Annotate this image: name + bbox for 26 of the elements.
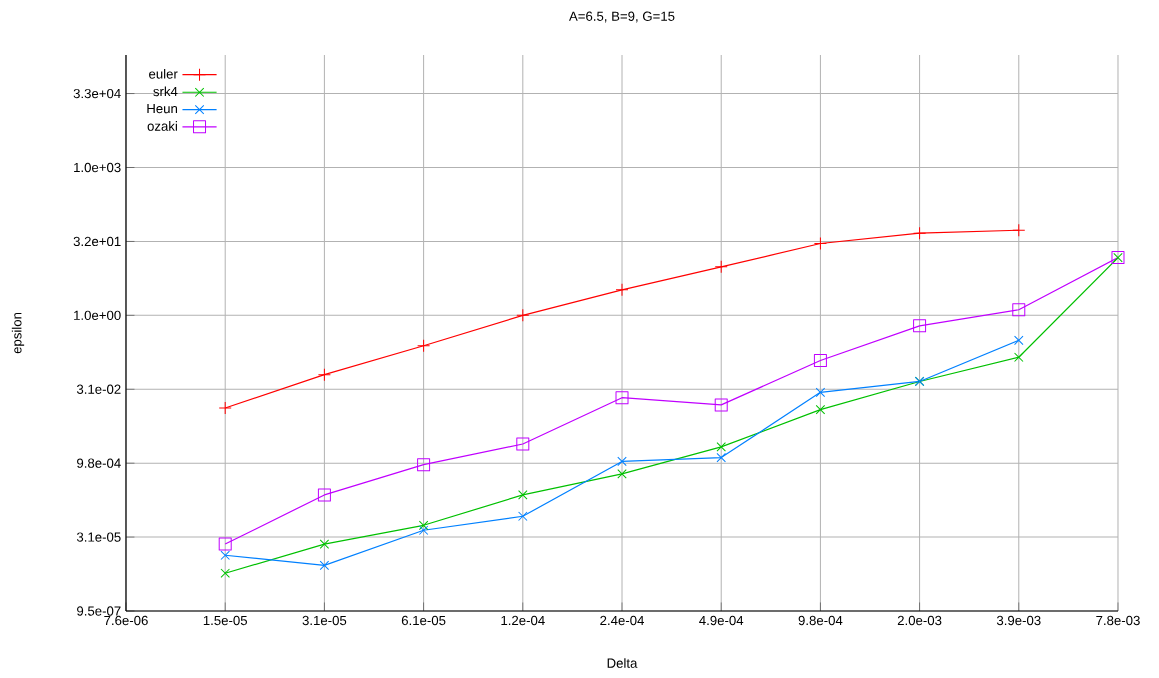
x-tick-label: 7.8e-03 bbox=[1096, 615, 1140, 626]
y-tick-label: 3.3e+04 bbox=[73, 88, 121, 99]
x-tick-label: 7.6e-06 bbox=[104, 615, 148, 626]
x-tick-label: 2.0e-03 bbox=[897, 615, 942, 626]
y-tick-label: 9.5e-07 bbox=[77, 606, 121, 616]
legend-label: euler bbox=[149, 68, 178, 79]
y-tick-label: 3.2e+01 bbox=[73, 236, 121, 247]
legend-label: ozaki bbox=[147, 121, 177, 131]
legend-label: srk4 bbox=[153, 86, 178, 97]
x-tick-label: 1.5e-05 bbox=[203, 615, 248, 626]
y-tick-label: 1.0e+00 bbox=[74, 310, 121, 320]
y-tick-label: 3.1e-05 bbox=[76, 532, 121, 542]
x-tick-label: 1.2e-04 bbox=[501, 615, 545, 626]
y-tick-label: 3.1e-02 bbox=[76, 384, 121, 394]
y-axis-title: epsilon bbox=[11, 312, 25, 354]
x-tick-label: 3.9e-03 bbox=[996, 615, 1041, 626]
x-axis-title: Delta bbox=[607, 658, 638, 668]
y-tick-label: 1.0e+03 bbox=[74, 162, 121, 173]
chart-title: A=6.5, B=9, G=15 bbox=[568, 11, 675, 23]
x-tick-label: 3.1e-05 bbox=[302, 615, 347, 626]
x-tick-label: 6.1e-05 bbox=[401, 615, 446, 626]
x-tick-label: 4.9e-04 bbox=[699, 615, 744, 626]
legend-label: Heun bbox=[147, 104, 177, 114]
x-tick-label: 2.4e-04 bbox=[600, 615, 645, 626]
y-tick-label: 9.8e-04 bbox=[77, 458, 121, 468]
x-tick-label: 9.8e-04 bbox=[798, 615, 843, 626]
